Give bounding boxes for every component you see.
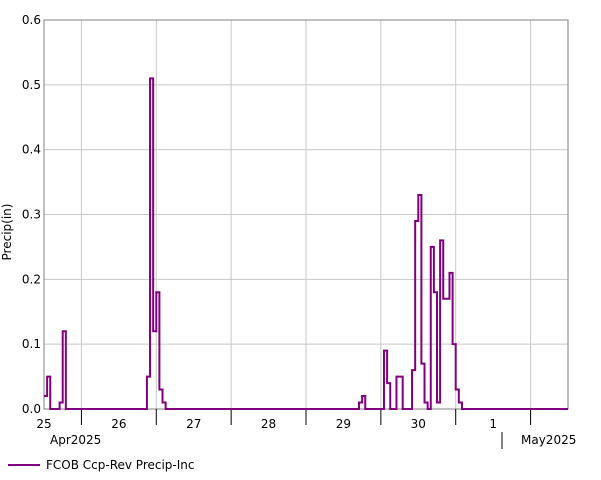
y-tick-label: 0.3 xyxy=(22,208,41,222)
y-tick-label: 0.2 xyxy=(22,272,41,286)
month-label-apr: Apr2025 xyxy=(50,433,101,447)
x-tick-label: 26 xyxy=(111,417,126,431)
month-label-may: May2025 xyxy=(521,433,576,447)
y-tick-label: 0.4 xyxy=(22,143,41,157)
y-tick-label: 0.0 xyxy=(22,402,41,416)
x-tick-label: 30 xyxy=(411,417,426,431)
y-axis-title: Precip(in) xyxy=(0,204,14,261)
x-tick-label: 1 xyxy=(489,417,497,431)
series-line-fcob-precip xyxy=(44,77,568,410)
x-tick-label: 25 xyxy=(36,417,51,431)
y-axis-ticks: 0.0 0.1 0.2 0.3 0.4 0.5 0.6 xyxy=(22,13,41,416)
y-tick-label: 0.1 xyxy=(22,337,41,351)
y-tick-label: 0.5 xyxy=(22,78,41,92)
x-axis-ticks: 25 26 27 28 29 30 1 xyxy=(36,409,532,431)
x-tick-label: 29 xyxy=(336,417,351,431)
grid-lines xyxy=(44,20,568,409)
x-tick-label: 28 xyxy=(261,417,276,431)
legend-label: FCOB Ccp-Rev Precip-Inc xyxy=(46,458,195,472)
legend: FCOB Ccp-Rev Precip-Inc xyxy=(8,458,195,472)
y-tick-label: 0.6 xyxy=(22,13,41,27)
x-tick-label: 27 xyxy=(186,417,201,431)
